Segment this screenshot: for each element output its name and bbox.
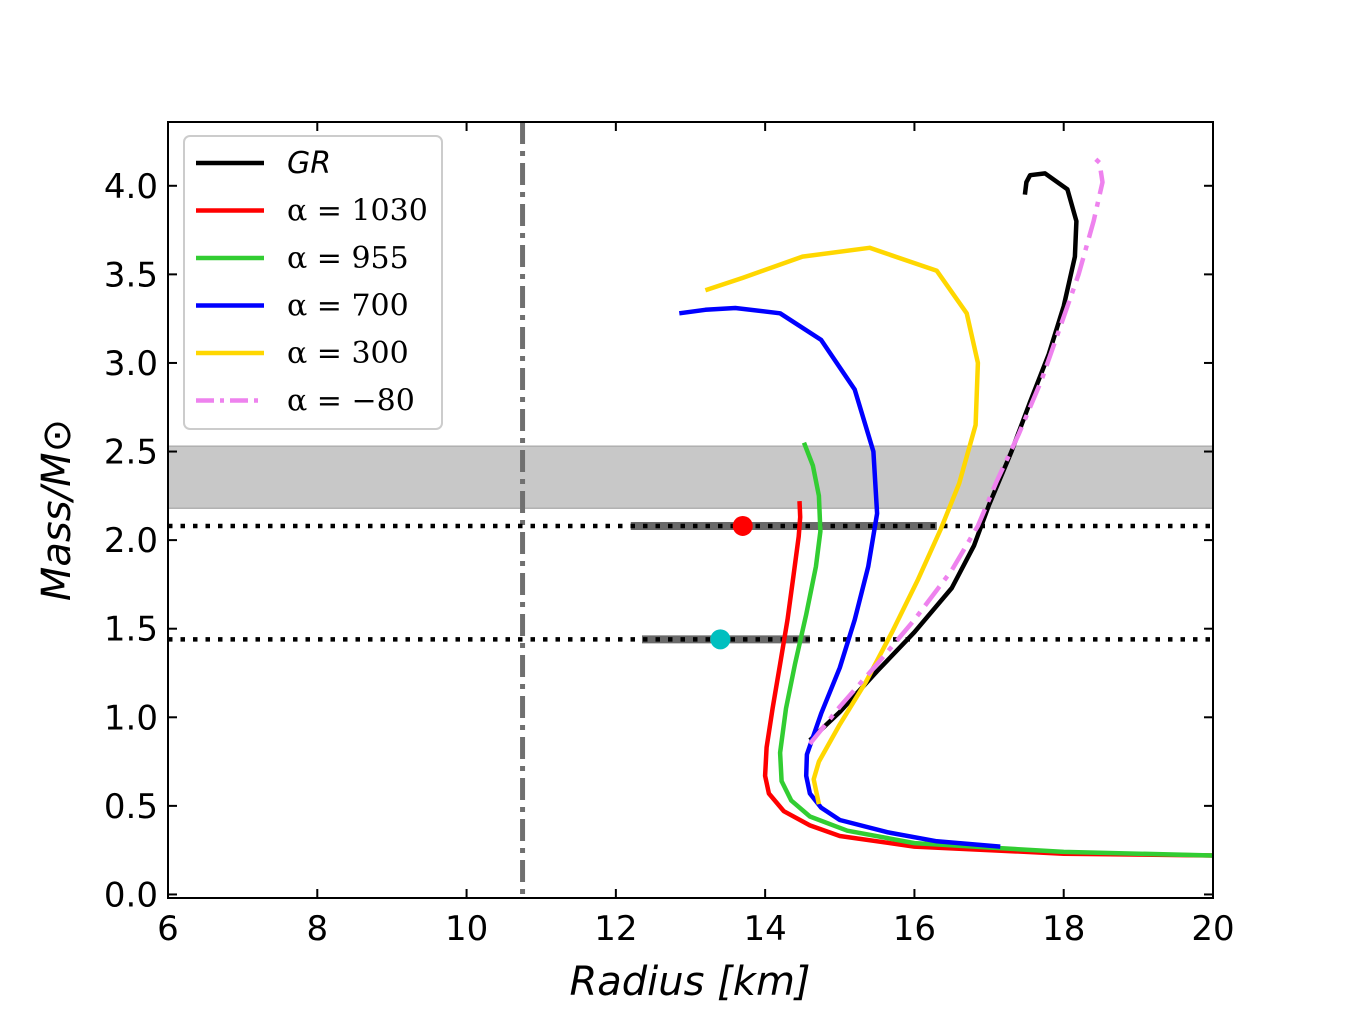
series-line-4 [704,245,981,805]
x-axis-title: Radius [km] [569,959,810,1005]
mass-band [168,445,1213,509]
y-tick-label-2: 1.0 [104,698,158,738]
measurement-point-0 [732,515,753,536]
y-tick-label-7: 3.5 [104,255,158,295]
y-tick-label-5: 2.5 [104,433,158,473]
legend-label-2: α = 955 [287,241,409,276]
x-tick-label-6: 18 [1042,909,1085,949]
plot-area [168,122,1213,898]
y-tick-label-4: 2.0 [104,521,158,561]
series-line-0 [808,171,1079,742]
y-tick-label-8: 4.0 [104,167,158,207]
x-tick-label-1: 8 [306,909,328,949]
y-tick-label-6: 3.0 [104,344,158,384]
y-tick-label-3: 1.5 [104,610,158,650]
legend-label-5: α = −80 [287,384,415,419]
x-tick-label-4: 14 [744,909,787,949]
x-tick-label-7: 20 [1191,909,1234,949]
measurement-point-1 [710,629,731,650]
legend-label-1: α = 1030 [287,194,428,229]
x-tick-label-2: 10 [445,909,488,949]
series-line-2 [777,441,1213,858]
y-tick-label-0: 0.0 [104,875,158,915]
axis-ticks: 6 8 10 12 14 16 18 20 0.0 0.5 1.0 1.5 2.0 2.5 3.0 3.5 4.… [104,122,1235,949]
series-line-3 [679,305,1001,849]
x-tick-label-0: 6 [157,909,179,949]
x-tick-label-3: 12 [594,909,637,949]
x-tick-label-5: 16 [893,909,936,949]
plot-frame [167,121,1214,899]
y-axis-title-text: Mass/M⊙ [34,419,80,601]
series-line-5 [808,154,1105,746]
series-line-1 [762,501,1213,858]
y-axis-title: Mass/M⊙ [34,419,80,601]
legend: GR α = 1030 α = 955 α = 700 α = 300 α = −80 [183,135,443,430]
legend-label-0: GR [287,146,331,181]
legend-label-4: α = 300 [287,336,409,371]
y-tick-label-1: 0.5 [104,787,158,827]
legend-label-3: α = 700 [287,289,409,324]
